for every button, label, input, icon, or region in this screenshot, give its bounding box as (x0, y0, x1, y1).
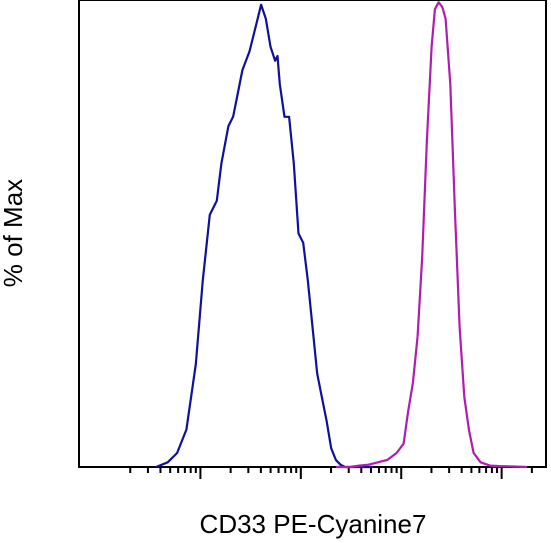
series-layer (155, 1, 528, 469)
x-axis-ticks (129, 467, 533, 479)
x-axis-label: CD33 PE-Cyanine7 (200, 509, 427, 539)
plot-frame (78, 0, 547, 468)
y-axis-label: % of Max (0, 179, 28, 287)
series-line-1 (155, 3, 374, 469)
series-line-2 (335, 1, 528, 469)
